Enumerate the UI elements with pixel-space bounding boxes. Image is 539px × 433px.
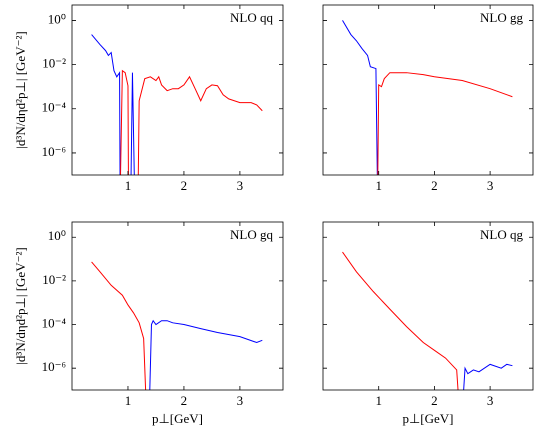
y-tick-label: 10⁻⁶	[42, 359, 66, 374]
x-tick-label: 3	[487, 393, 494, 408]
y-axis-label: |d³N/dηd²p⊥| [GeV⁻²]	[13, 247, 28, 364]
data-line	[91, 34, 135, 175]
panel-title: NLO qq	[230, 10, 273, 25]
x-tick-label: 2	[431, 393, 438, 408]
plot-frame	[71, 221, 284, 391]
plot-frame	[322, 221, 534, 391]
x-axis-label: p⊥[GeV]	[402, 411, 453, 426]
x-tick-label: 2	[431, 178, 438, 193]
x-tick-label: 2	[181, 393, 188, 408]
panel-title: NLO gg	[480, 10, 523, 25]
y-tick-label: 10⁻⁴	[42, 316, 67, 331]
x-tick-label: 2	[181, 178, 188, 193]
y-tick-label: 10⁰	[48, 11, 66, 26]
panel: 1 2 3 10⁰ 10⁻² 10⁻⁴ 10⁻⁶ NLO qq |d³N/dηd²p⊥| [Ge…	[13, 4, 284, 193]
y-tick-label: 10⁻²	[42, 272, 66, 287]
y-tick-label: 10⁻²	[42, 56, 66, 71]
data-line	[91, 261, 147, 390]
y-tick-label: 10⁰	[48, 228, 66, 243]
x-axis-label: p⊥[GeV]	[152, 411, 203, 426]
y-tick-label: 10⁻⁶	[42, 144, 66, 159]
x-tick-label: 1	[375, 178, 382, 193]
x-tick-label: 3	[237, 178, 244, 193]
panel-title: NLO qg	[480, 227, 523, 242]
panel-title: NLO gq	[230, 227, 273, 242]
plot-frame	[71, 4, 284, 176]
data-line	[463, 363, 513, 390]
x-tick-label: 1	[125, 393, 132, 408]
x-tick-label: 1	[125, 178, 132, 193]
x-tick-label: 3	[487, 178, 494, 193]
x-tick-label: 3	[237, 393, 244, 408]
data-line	[342, 251, 459, 390]
x-tick-label: 1	[375, 393, 382, 408]
data-line	[377, 72, 513, 175]
y-tick-label: 10⁻⁴	[42, 100, 67, 115]
plot-frame	[322, 4, 534, 176]
panel: 1 2 3 10⁰ 10⁻² 10⁻⁴ 10⁻⁶ NLO gq p⊥[GeV] |d³N/dηd²…	[13, 221, 284, 426]
panel: 1 2 3 NLO qg p⊥[GeV]	[322, 221, 534, 426]
panel: 1 2 3 NLO gg	[322, 4, 534, 193]
data-line	[120, 69, 263, 175]
data-line	[149, 319, 263, 390]
data-line	[342, 20, 378, 175]
y-axis-label: |d³N/dηd²p⊥| [GeV⁻²]	[13, 31, 28, 148]
